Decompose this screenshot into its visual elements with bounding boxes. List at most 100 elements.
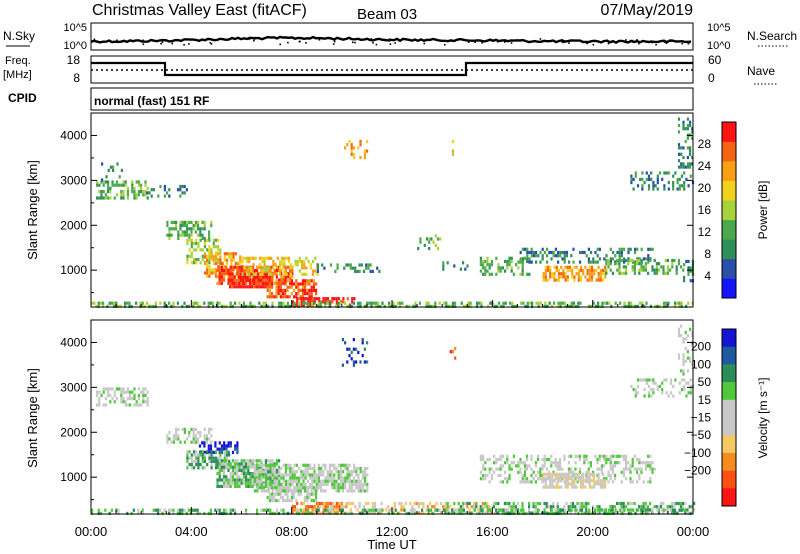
heatmap-cell (298, 479, 301, 483)
heatmap-cell (661, 388, 664, 392)
heatmap-cell (627, 508, 630, 512)
heatmap-cell (100, 190, 103, 194)
heatmap-cell (365, 263, 368, 267)
heatmap-cell (666, 268, 669, 272)
heatmap-cell (135, 400, 138, 404)
heatmap-cell (166, 224, 169, 228)
heatmap-cell (220, 272, 223, 276)
heatmap-cell (346, 476, 349, 480)
heatmap-cell (583, 454, 586, 458)
heatmap-cell (666, 271, 669, 275)
heatmap-cell (622, 505, 625, 509)
heatmap-cell (208, 252, 211, 256)
heatmap-cell (275, 492, 278, 496)
heatmap-cell (186, 238, 189, 242)
heatmap-cell (268, 278, 271, 282)
heatmap-cell (175, 437, 178, 441)
heatmap-cell (262, 285, 265, 289)
heatmap-cell (678, 304, 681, 308)
heatmap-cell (218, 478, 221, 482)
heatmap-cell (198, 444, 202, 448)
heatmap-cell (601, 301, 604, 305)
heatmap-cell (573, 278, 576, 282)
heatmap-cell (458, 511, 461, 515)
heatmap-cell (245, 484, 248, 488)
heatmap-cell (499, 266, 502, 270)
heatmap-cell (208, 268, 211, 272)
heatmap-cell (412, 511, 415, 515)
heatmap-cell (528, 260, 531, 264)
heatmap-cell (97, 511, 100, 515)
heatmap-cell (363, 511, 366, 515)
heatmap-cell (286, 492, 289, 496)
heatmap-cell (310, 499, 313, 503)
heatmap-cell (683, 181, 686, 185)
heatmap-cell (248, 278, 251, 282)
heatmap-cell (242, 472, 245, 476)
heatmap-cell (297, 489, 300, 493)
heatmap-cell (609, 262, 612, 266)
heatmap-cell (205, 434, 208, 438)
heatmap-cell (181, 233, 184, 237)
heatmap-cell (223, 272, 226, 276)
heatmap-cell (238, 484, 241, 488)
heatmap-cell (192, 227, 195, 231)
heatmap-cell (335, 304, 338, 308)
y-tick-label: 1000 (60, 263, 87, 277)
heatmap-cell (296, 303, 299, 307)
heatmap-cell (616, 511, 619, 515)
heatmap-cell (544, 304, 547, 308)
heatmap-cell (675, 268, 678, 272)
heatmap-cell (566, 275, 569, 279)
heatmap-cell (279, 495, 282, 499)
heatmap-cell (324, 466, 327, 471)
heatmap-cell (225, 511, 228, 515)
heatmap-cell (291, 265, 294, 269)
heatmap-cell (506, 259, 509, 264)
heatmap-cell (238, 475, 241, 479)
heatmap-cell (216, 301, 219, 305)
heatmap-cell (227, 441, 230, 445)
heatmap-cell (504, 461, 507, 465)
heatmap-cell (585, 454, 588, 458)
heatmap-cell (247, 304, 250, 308)
heatmap-cell (261, 259, 264, 264)
heatmap-cell (177, 188, 180, 192)
heatmap-cell (339, 482, 342, 487)
heatmap-cell (577, 304, 580, 308)
heatmap-cell (552, 250, 555, 255)
colorbar-tick-label: 8 (704, 247, 711, 261)
heatmap-cell (219, 258, 222, 262)
heatmap-cell (304, 486, 307, 490)
heatmap-cell (216, 508, 219, 512)
heatmap-cell (488, 467, 491, 471)
heatmap-cell (446, 501, 449, 506)
heatmap-cell (687, 259, 690, 264)
heatmap-cell (329, 501, 332, 506)
heatmap-cell (109, 393, 112, 397)
heatmap-cell (399, 304, 402, 308)
heatmap-cell (262, 275, 265, 279)
heatmap-cell (585, 505, 588, 509)
nsearch-dot (318, 39, 321, 41)
heatmap-cell (143, 304, 146, 308)
heatmap-cell (195, 238, 198, 242)
heatmap-cell (652, 511, 655, 515)
heatmap-cell (342, 486, 345, 490)
heatmap-cell (207, 444, 210, 448)
heatmap-cell (585, 470, 588, 474)
heatmap-cell (671, 505, 674, 509)
nsearch-dot (665, 42, 668, 44)
heatmap-cell (577, 268, 580, 273)
heatmap-cell (691, 330, 694, 335)
heatmap-cell (451, 301, 454, 305)
heatmap-cell (480, 304, 483, 308)
heatmap-cell (181, 427, 184, 431)
heatmap-cell (544, 272, 547, 276)
heatmap-cell (267, 479, 270, 483)
heatmap-cell (348, 470, 351, 474)
heatmap-cell (115, 183, 118, 187)
heatmap-cell (192, 224, 195, 228)
heatmap-cell (282, 281, 285, 285)
heatmap-cell (328, 301, 331, 305)
